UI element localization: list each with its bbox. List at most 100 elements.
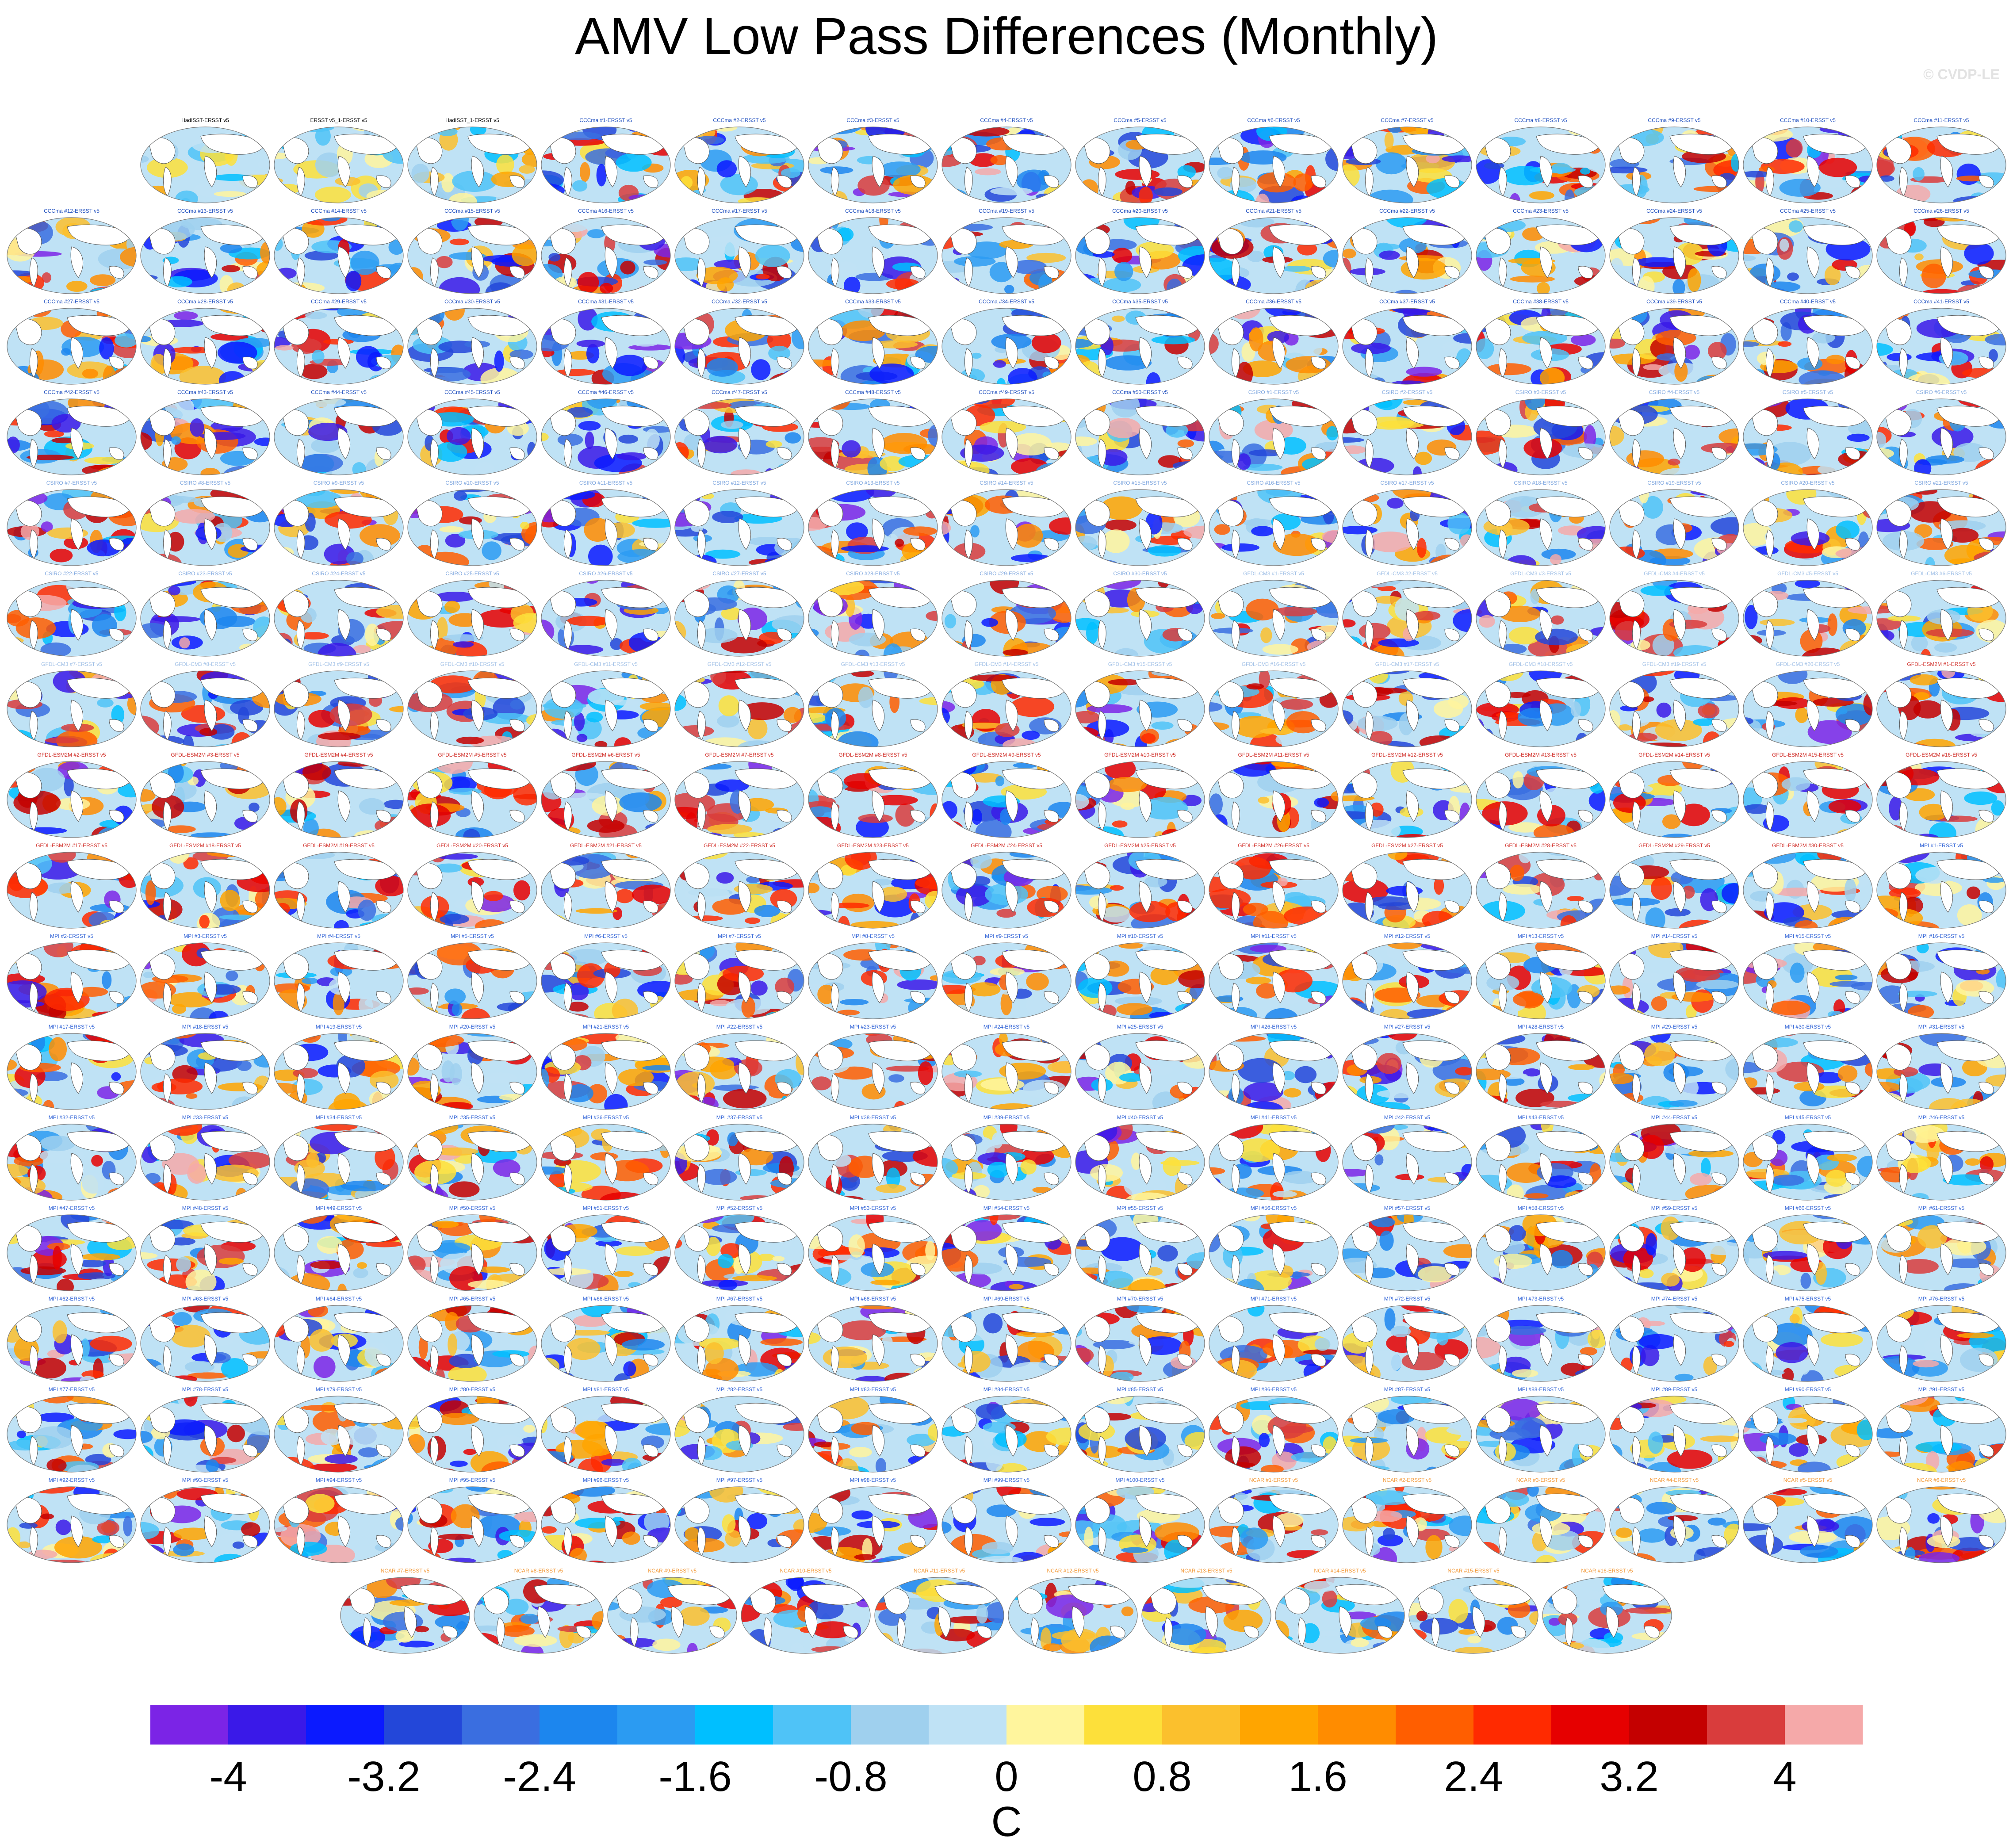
panel-title: CCCma #2-ERSST v5 bbox=[713, 117, 766, 123]
panel-title: CSIRO #3-ERSST v5 bbox=[1515, 389, 1566, 395]
map-panel: MPI #75-ERSST v5 bbox=[1741, 1296, 1874, 1384]
map-panel: GFDL-CM3 #1-ERSST v5 bbox=[1207, 570, 1340, 659]
map-plot bbox=[674, 217, 804, 294]
panel-title: CCCma #45-ERSST v5 bbox=[444, 389, 500, 395]
map-plot bbox=[1609, 1214, 1739, 1291]
panel-title: MPI #51-ERSST v5 bbox=[582, 1205, 629, 1211]
map-panel: CCCma #47-ERSST v5 bbox=[673, 389, 806, 478]
panel-title: CCCma #4-ERSST v5 bbox=[980, 117, 1033, 123]
map-plot bbox=[1209, 1033, 1339, 1110]
panel-title: MPI #92-ERSST v5 bbox=[48, 1477, 95, 1483]
map-plot bbox=[1342, 489, 1472, 566]
map-panel: MPI #76-ERSST v5 bbox=[1875, 1296, 2008, 1384]
panel-title: GFDL-ESM2M #30-ERSST v5 bbox=[1772, 842, 1844, 849]
panel-title: MPI #52-ERSST v5 bbox=[716, 1205, 763, 1211]
map-plot bbox=[1476, 126, 1606, 203]
map-plot bbox=[7, 1033, 137, 1110]
map-panel: GFDL-CM3 #5-ERSST v5 bbox=[1741, 570, 1874, 659]
panel-title: GFDL-ESM2M #1-ERSST v5 bbox=[1907, 661, 1976, 667]
map-plot bbox=[1408, 1577, 1538, 1654]
panel-title: CCCma #25-ERSST v5 bbox=[1780, 208, 1836, 214]
panel-title: MPI #30-ERSST v5 bbox=[1784, 1024, 1831, 1030]
panel-title: MPI #87-ERSST v5 bbox=[1384, 1386, 1431, 1393]
map-plot bbox=[1609, 1124, 1739, 1201]
map-panel: GFDL-ESM2M #5-ERSST v5 bbox=[406, 752, 539, 840]
panel-title: MPI #34-ERSST v5 bbox=[315, 1114, 362, 1121]
panel-title: NCAR #6-ERSST v5 bbox=[1917, 1477, 1966, 1483]
panel-title: MPI #94-ERSST v5 bbox=[315, 1477, 362, 1483]
panel-title: GFDL-ESM2M #21-ERSST v5 bbox=[570, 842, 642, 849]
panel-title: CCCma #21-ERSST v5 bbox=[1246, 208, 1301, 214]
panel-title: MPI #90-ERSST v5 bbox=[1784, 1386, 1831, 1393]
panel-title: CSIRO #28-ERSST v5 bbox=[846, 570, 900, 577]
panel-title: CCCma #10-ERSST v5 bbox=[1780, 117, 1836, 123]
map-panel: CSIRO #23-ERSST v5 bbox=[139, 570, 272, 659]
map-panel: GFDL-ESM2M #19-ERSST v5 bbox=[272, 842, 405, 931]
map-plot bbox=[1476, 1396, 1606, 1473]
panel-title: MPI #76-ERSST v5 bbox=[1918, 1296, 1965, 1302]
map-plot bbox=[541, 670, 671, 747]
map-plot bbox=[741, 1577, 871, 1654]
map-plot bbox=[1275, 1577, 1405, 1654]
map-plot bbox=[1075, 1305, 1205, 1382]
panel-title: CSIRO #30-ERSST v5 bbox=[1113, 570, 1167, 577]
map-plot bbox=[407, 670, 537, 747]
map-panel: GFDL-CM3 #16-ERSST v5 bbox=[1207, 661, 1340, 750]
map-plot bbox=[941, 761, 1072, 838]
map-plot bbox=[1209, 126, 1339, 203]
map-plot bbox=[1342, 1214, 1472, 1291]
map-plot bbox=[1476, 217, 1606, 294]
map-panel: CCCma #4-ERSST v5 bbox=[940, 117, 1073, 206]
map-panel: GFDL-CM3 #20-ERSST v5 bbox=[1741, 661, 1874, 750]
map-plot bbox=[407, 942, 537, 1019]
map-panel: MPI #54-ERSST v5 bbox=[940, 1205, 1073, 1293]
map-panel: MPI #34-ERSST v5 bbox=[272, 1114, 405, 1203]
map-panel: GFDL-ESM2M #6-ERSST v5 bbox=[540, 752, 672, 840]
map-panel: GFDL-ESM2M #7-ERSST v5 bbox=[673, 752, 806, 840]
map-plot bbox=[1609, 1033, 1739, 1110]
map-panel: GFDL-CM3 #3-ERSST v5 bbox=[1474, 570, 1607, 659]
map-panel: CCCma #33-ERSST v5 bbox=[807, 298, 939, 387]
panel-title: MPI #36-ERSST v5 bbox=[582, 1114, 629, 1121]
map-plot bbox=[1476, 852, 1606, 929]
panel-title: GFDL-CM3 #20-ERSST v5 bbox=[1776, 661, 1840, 667]
map-panel: MPI #66-ERSST v5 bbox=[540, 1296, 672, 1384]
panel-title: MPI #59-ERSST v5 bbox=[1651, 1205, 1698, 1211]
map-plot bbox=[1342, 942, 1472, 1019]
map-plot bbox=[674, 1124, 804, 1201]
map-plot bbox=[1476, 1305, 1606, 1382]
colorbar-swatch bbox=[228, 1705, 306, 1745]
map-plot bbox=[1209, 1486, 1339, 1563]
panel-title: CCCma #44-ERSST v5 bbox=[311, 389, 367, 395]
map-plot bbox=[1209, 1305, 1339, 1382]
map-plot bbox=[274, 580, 404, 657]
map-plot bbox=[1609, 580, 1739, 657]
map-panel: CSIRO #6-ERSST v5 bbox=[1875, 389, 2008, 478]
map-panel: MPI #25-ERSST v5 bbox=[1074, 1024, 1206, 1112]
map-plot bbox=[140, 217, 270, 294]
map-panel: MPI #57-ERSST v5 bbox=[1341, 1205, 1473, 1293]
panel-title: CCCma #24-ERSST v5 bbox=[1646, 208, 1702, 214]
map-plot bbox=[1209, 580, 1339, 657]
map-panel: GFDL-ESM2M #17-ERSST v5 bbox=[5, 842, 138, 931]
map-panel: GFDL-CM3 #18-ERSST v5 bbox=[1474, 661, 1607, 750]
map-plot bbox=[1342, 1486, 1472, 1563]
map-plot bbox=[1209, 761, 1339, 838]
map-panel: MPI #86-ERSST v5 bbox=[1207, 1386, 1340, 1475]
panel-title: CCCma #7-ERSST v5 bbox=[1381, 117, 1434, 123]
panel-title: CCCma #50-ERSST v5 bbox=[1112, 389, 1168, 395]
panel-title: CCCma #41-ERSST v5 bbox=[1913, 298, 1969, 305]
map-panel: CCCma #11-ERSST v5 bbox=[1875, 117, 2008, 206]
map-plot bbox=[541, 1033, 671, 1110]
map-panel: GFDL-ESM2M #13-ERSST v5 bbox=[1474, 752, 1607, 840]
panel-title: MPI #95-ERSST v5 bbox=[449, 1477, 496, 1483]
panel-title: MPI #15-ERSST v5 bbox=[1784, 933, 1831, 939]
panel-title: CCCma #22-ERSST v5 bbox=[1379, 208, 1435, 214]
map-panel: GFDL-ESM2M #12-ERSST v5 bbox=[1341, 752, 1473, 840]
map-panel: MPI #10-ERSST v5 bbox=[1074, 933, 1206, 1022]
colorbar-swatch bbox=[384, 1705, 462, 1745]
map-plot bbox=[1743, 1033, 1873, 1110]
panel-title: CSIRO #17-ERSST v5 bbox=[1380, 480, 1434, 486]
panel-title: GFDL-ESM2M #24-ERSST v5 bbox=[971, 842, 1042, 849]
map-panel: CCCma #45-ERSST v5 bbox=[406, 389, 539, 478]
